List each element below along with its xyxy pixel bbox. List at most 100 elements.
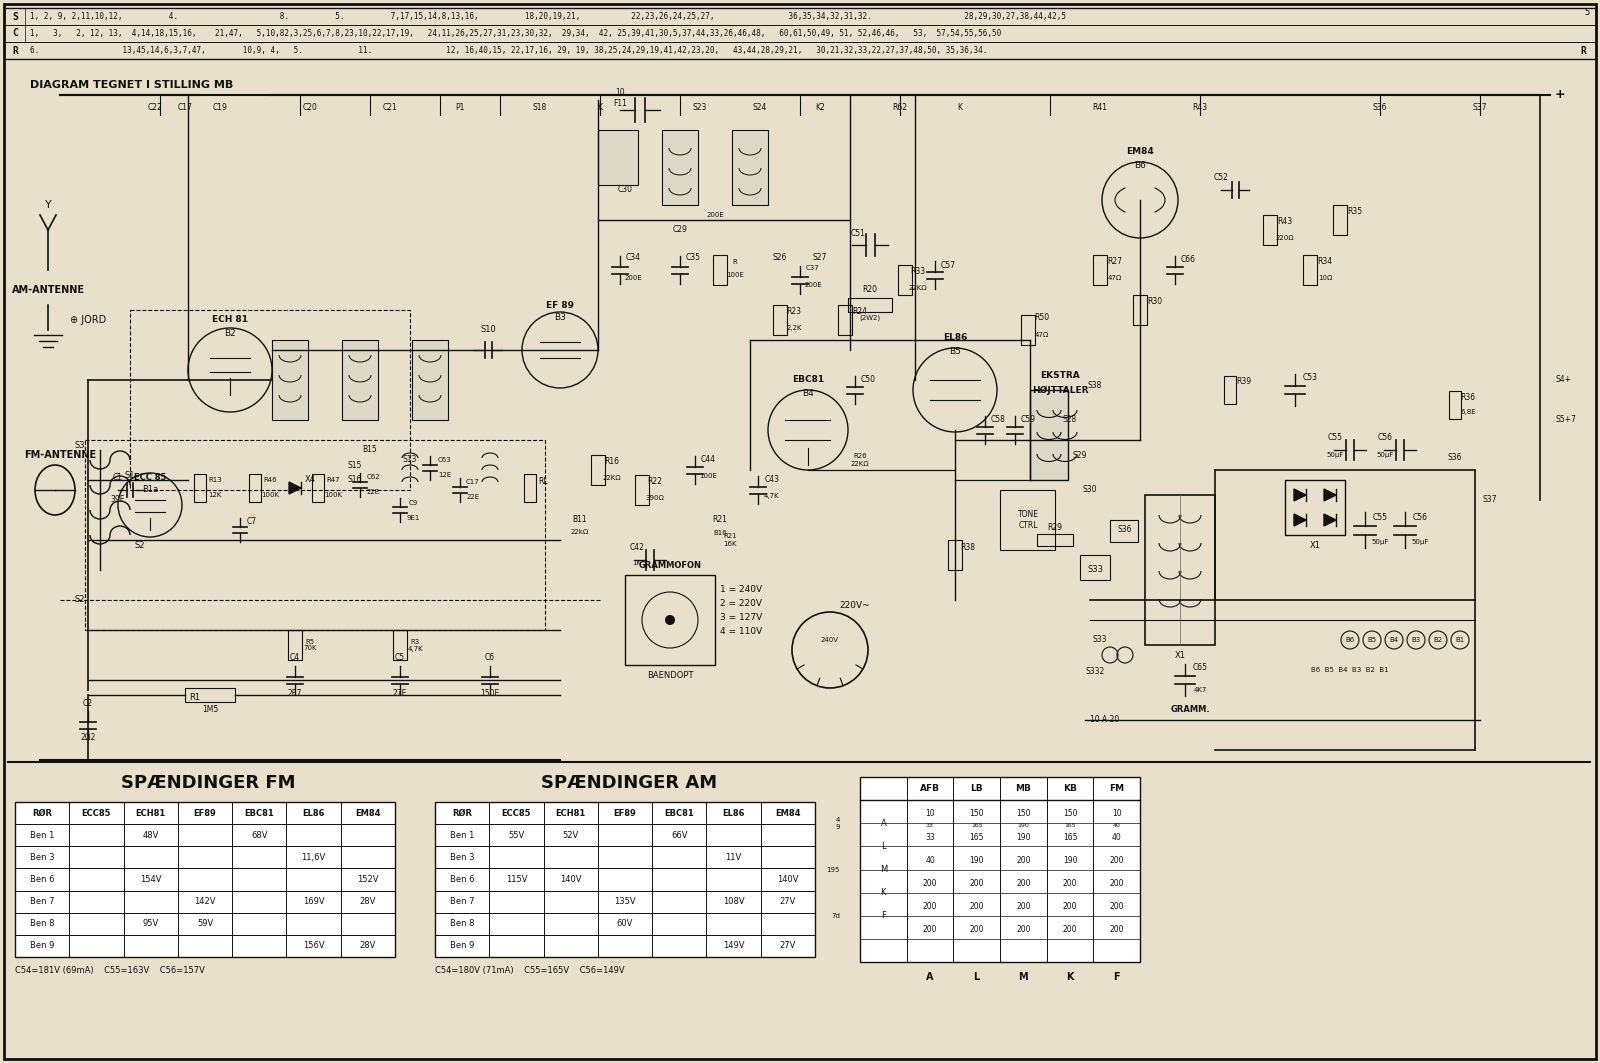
Text: 200E: 200E	[706, 212, 723, 218]
Text: 10: 10	[1112, 810, 1122, 819]
Text: EM84: EM84	[1126, 148, 1154, 156]
Text: 200: 200	[923, 879, 938, 888]
Text: 59V: 59V	[197, 919, 213, 928]
Text: 28V: 28V	[360, 942, 376, 950]
Text: S2: S2	[75, 595, 85, 605]
Text: 28V: 28V	[360, 897, 376, 906]
Text: 140V: 140V	[778, 875, 798, 884]
Text: 9E1: 9E1	[406, 514, 419, 521]
Text: C55: C55	[1373, 513, 1387, 523]
Text: C30: C30	[618, 186, 632, 195]
Text: EL86: EL86	[722, 809, 746, 817]
Text: 135V: 135V	[614, 897, 635, 906]
Text: SPÆNDINGER AM: SPÆNDINGER AM	[541, 774, 717, 792]
Text: R41: R41	[1093, 103, 1107, 113]
Text: X1: X1	[1309, 540, 1320, 550]
Text: C5: C5	[395, 654, 405, 662]
Text: S26: S26	[773, 253, 787, 263]
Bar	[947, 540, 962, 570]
Text: B4: B4	[1389, 637, 1398, 643]
Text: P1: P1	[456, 103, 464, 113]
Text: (2W2): (2W2)	[859, 315, 880, 321]
Text: A: A	[880, 819, 886, 828]
Text: S1: S1	[125, 471, 136, 479]
Text: 200: 200	[970, 925, 984, 934]
Text: C54=181V (69mA)    C55=163V    C56=157V: C54=181V (69mA) C55=163V C56=157V	[14, 966, 205, 976]
Text: R24: R24	[853, 307, 867, 317]
Text: R20: R20	[862, 286, 877, 294]
Text: 200: 200	[1109, 856, 1123, 864]
Text: C29: C29	[672, 225, 688, 235]
Text: 149V: 149V	[723, 942, 744, 950]
Text: X4: X4	[304, 475, 315, 485]
Bar	[1021, 315, 1035, 345]
Text: F: F	[1114, 972, 1120, 982]
Text: 200: 200	[970, 902, 984, 911]
Text: S37: S37	[1472, 103, 1488, 113]
Text: C56: C56	[1413, 513, 1427, 523]
Text: R21
16K: R21 16K	[723, 534, 738, 546]
Text: 60V: 60V	[618, 919, 634, 928]
Text: 10 A 20: 10 A 20	[1090, 715, 1120, 725]
Bar	[1450, 391, 1461, 419]
Text: R: R	[1581, 46, 1586, 55]
Text: K: K	[597, 103, 603, 113]
Text: 200: 200	[1062, 879, 1077, 888]
Text: 40: 40	[1112, 823, 1120, 828]
Text: 1K: 1K	[632, 560, 642, 566]
Text: B15: B15	[363, 445, 378, 455]
Text: 12K: 12K	[208, 492, 222, 497]
Text: 50μF: 50μF	[1376, 452, 1394, 458]
Bar	[714, 255, 726, 285]
Text: B11: B11	[573, 516, 587, 524]
Text: EF 89: EF 89	[546, 301, 574, 309]
Text: R13: R13	[208, 477, 222, 483]
Text: 200: 200	[1062, 925, 1077, 934]
Text: R30: R30	[1147, 298, 1163, 306]
Text: F: F	[882, 911, 886, 921]
Text: 2E7: 2E7	[288, 690, 302, 698]
Text: S2: S2	[134, 540, 146, 550]
Text: 22E: 22E	[467, 494, 480, 500]
Text: S27: S27	[813, 253, 827, 263]
Text: M: M	[880, 865, 886, 874]
Text: C55: C55	[1328, 434, 1342, 442]
Text: 2,2K: 2,2K	[786, 325, 802, 331]
Text: 22KΩ: 22KΩ	[909, 285, 928, 291]
Text: AFB: AFB	[920, 784, 941, 793]
Text: S332: S332	[1085, 668, 1104, 676]
Text: C21: C21	[382, 103, 397, 113]
Text: R16: R16	[605, 457, 619, 467]
Text: B1a: B1a	[142, 486, 158, 494]
Text: 95V: 95V	[142, 919, 158, 928]
Text: C6: C6	[485, 654, 494, 662]
Text: 4 = 110V: 4 = 110V	[720, 627, 762, 637]
Text: S24: S24	[754, 103, 766, 113]
Text: EM84: EM84	[774, 809, 800, 817]
Text: K: K	[957, 103, 963, 113]
Bar	[272, 340, 307, 420]
Text: 66V: 66V	[670, 830, 688, 840]
Text: K: K	[1066, 972, 1074, 982]
Text: R43: R43	[1192, 103, 1208, 113]
Bar	[662, 130, 698, 205]
Text: C4: C4	[290, 654, 301, 662]
Text: 200: 200	[1016, 856, 1030, 864]
Text: C: C	[13, 29, 18, 38]
Text: Ben 6: Ben 6	[450, 875, 474, 884]
Text: 150: 150	[1016, 810, 1030, 819]
Bar	[250, 474, 261, 502]
Text: R5
70K: R5 70K	[304, 639, 317, 652]
Text: S16: S16	[347, 475, 362, 485]
Text: R36: R36	[1461, 392, 1475, 402]
Text: EL86: EL86	[302, 809, 325, 817]
Bar	[312, 474, 323, 502]
Text: 190: 190	[1016, 832, 1030, 842]
Text: +: +	[1555, 88, 1566, 101]
Text: 100K: 100K	[323, 492, 342, 497]
Text: R23: R23	[787, 307, 802, 317]
Text: C66: C66	[1181, 255, 1195, 265]
Text: 200: 200	[923, 925, 938, 934]
Bar	[1224, 376, 1235, 404]
Text: C17: C17	[466, 479, 480, 485]
